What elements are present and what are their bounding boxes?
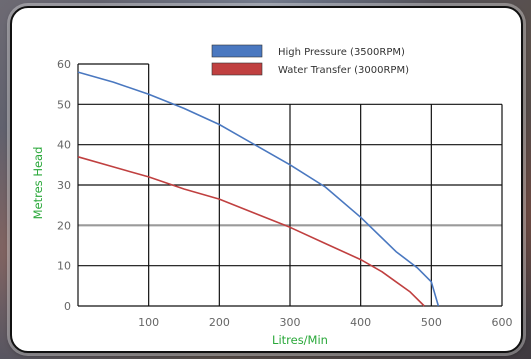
legend-label-2: Water Transfer (3000RPM) [278, 65, 409, 76]
y-tick-label: 10 [57, 260, 71, 273]
y-tick-label: 50 [57, 98, 71, 111]
x-tick-label: 400 [350, 316, 371, 329]
y-tick-label: 30 [57, 179, 71, 192]
legend-label-1: High Pressure (3500RPM) [278, 47, 405, 58]
x-tick-label: 600 [492, 316, 513, 329]
y-tick-label: 0 [64, 300, 71, 313]
chart-card: 0 10 20 30 40 50 60 100 200 300 400 500 600 Litres/Mi… [10, 6, 523, 353]
y-tick-label: 20 [57, 219, 71, 232]
x-tick-label: 500 [421, 316, 442, 329]
y-tick-label: 60 [57, 58, 71, 71]
y-axis-label: Metres Head [31, 147, 45, 220]
x-tick-label: 300 [280, 316, 301, 329]
x-tick-label: 200 [209, 316, 230, 329]
x-tick-label: 100 [138, 316, 159, 329]
x-axis-label: Litres/Min [272, 333, 328, 347]
y-tick-label: 40 [57, 139, 71, 152]
series-line-1 [77, 71, 440, 307]
pump-curve-chart: 0 10 20 30 40 50 60 100 200 300 400 500 600 Litres/Mi… [31, 44, 513, 347]
legend-swatch-1 [211, 44, 263, 58]
series-line-2 [77, 156, 425, 307]
legend-swatch-2 [211, 62, 263, 76]
